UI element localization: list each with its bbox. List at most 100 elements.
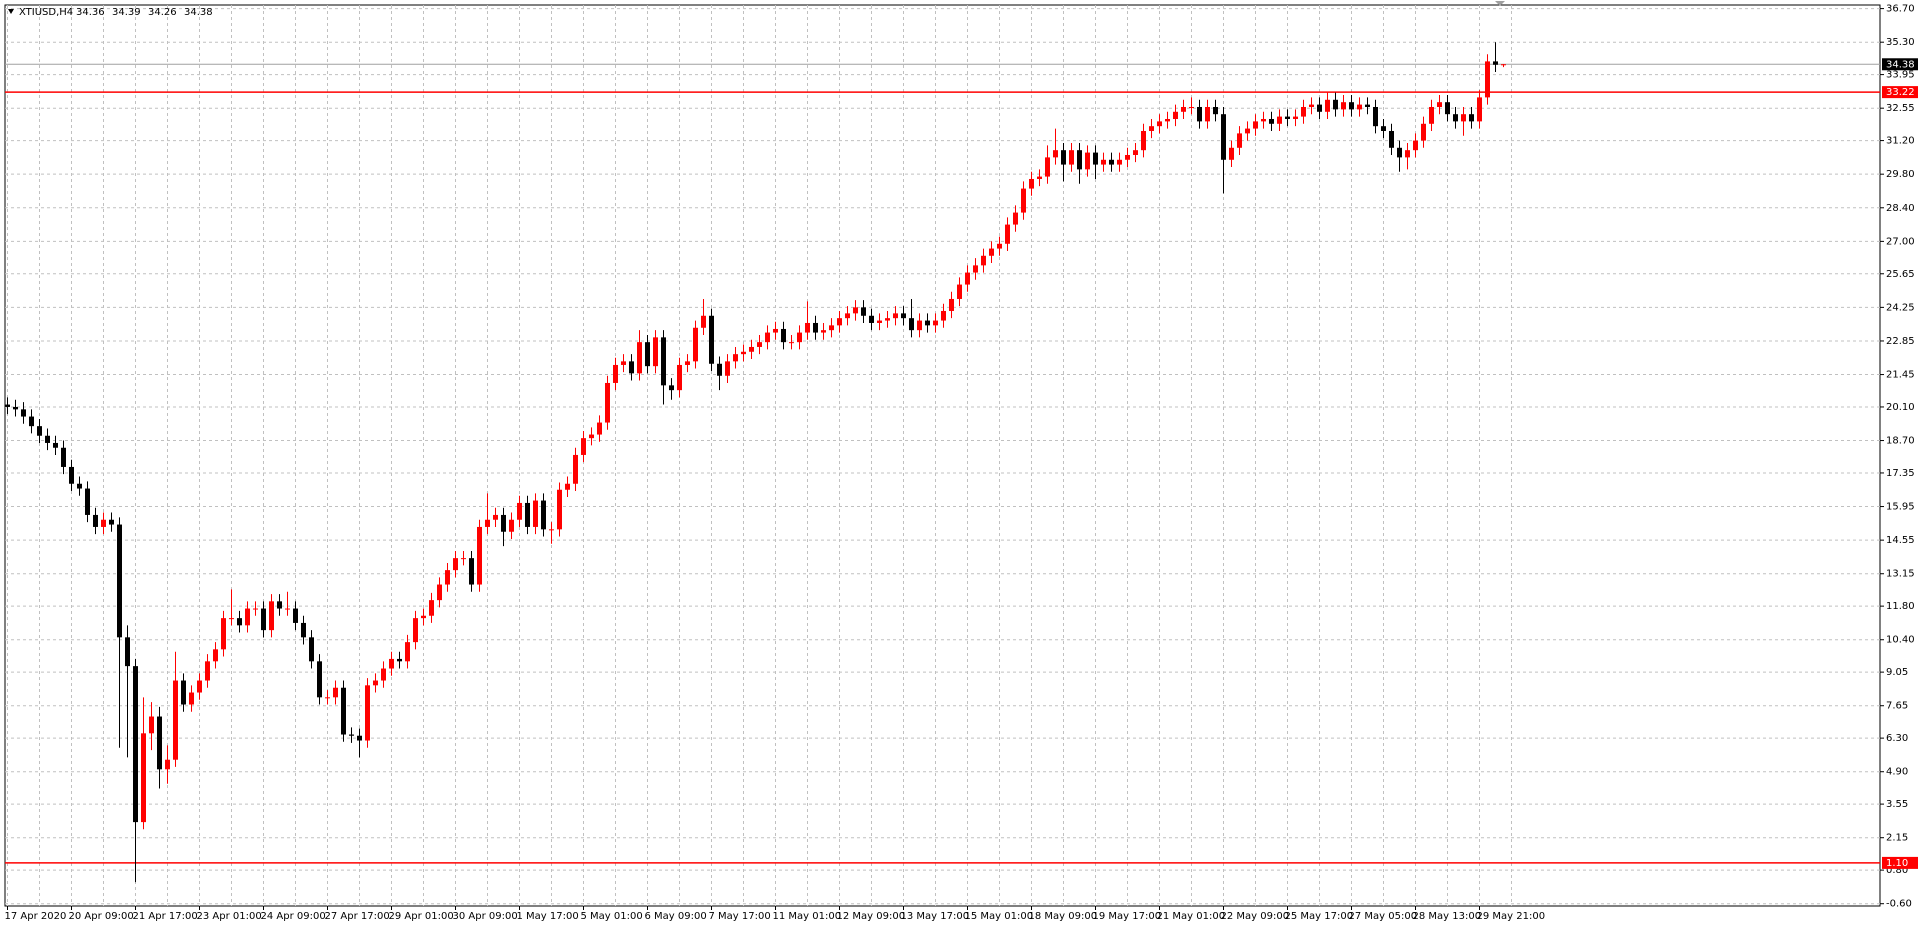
candle-body bbox=[557, 489, 562, 530]
candle-body bbox=[157, 716, 162, 770]
candle-body bbox=[1461, 114, 1466, 122]
candle-body bbox=[197, 680, 202, 693]
candle-body bbox=[509, 519, 514, 532]
candle-body bbox=[165, 759, 170, 770]
y-tick-label: 7.65 bbox=[1886, 701, 1908, 712]
y-tick-label: 18.70 bbox=[1886, 436, 1915, 447]
y-tick-label: 10.40 bbox=[1886, 635, 1915, 646]
candle-body bbox=[389, 658, 394, 669]
candle-body bbox=[765, 332, 770, 343]
header: XTIUSD,H4 34.36 34.39 34.26 34.38 bbox=[8, 7, 213, 18]
y-tick-label: 36.70 bbox=[1886, 4, 1915, 15]
candle-body bbox=[1157, 121, 1162, 127]
candle-body bbox=[533, 500, 538, 527]
candle-body bbox=[1093, 152, 1098, 165]
candle-body bbox=[341, 687, 346, 735]
candle-body bbox=[813, 322, 818, 333]
candle-body bbox=[653, 337, 658, 367]
chart-shift-marker[interactable] bbox=[1495, 1, 1505, 6]
candle-body bbox=[1317, 104, 1322, 112]
candle-body bbox=[917, 320, 922, 331]
y-tick-label: 28.40 bbox=[1886, 203, 1915, 214]
candle-body bbox=[1405, 150, 1410, 158]
candle-body bbox=[1205, 106, 1210, 122]
candle-body bbox=[101, 519, 106, 527]
candle-body bbox=[421, 615, 426, 619]
y-tick-label: 25.65 bbox=[1886, 269, 1915, 280]
candle-body bbox=[757, 342, 762, 347]
candle-body bbox=[1381, 126, 1386, 131]
y-tick-label: 31.20 bbox=[1886, 136, 1915, 147]
candles bbox=[5, 42, 1880, 883]
candle-body bbox=[205, 661, 210, 681]
candle-body bbox=[1013, 212, 1018, 225]
candle-body bbox=[541, 500, 546, 530]
x-tick-label: 19 May 17:00 bbox=[1093, 911, 1162, 922]
y-tick-label: 13.15 bbox=[1886, 569, 1915, 580]
symbol: XTIUSD,H4 bbox=[19, 7, 73, 18]
price-label: 33.22 bbox=[1886, 87, 1915, 98]
candle-body bbox=[125, 637, 130, 667]
candle-body bbox=[861, 307, 866, 316]
candle-body bbox=[709, 315, 714, 364]
candle-body bbox=[77, 483, 82, 489]
candle-body bbox=[1341, 102, 1346, 110]
candle-body bbox=[469, 558, 474, 585]
y-tick-label: 22.85 bbox=[1886, 336, 1915, 347]
candle-body bbox=[181, 680, 186, 705]
y-tick-label: 21.45 bbox=[1886, 370, 1915, 381]
candle-body bbox=[1397, 147, 1402, 158]
y-tick-label: 4.90 bbox=[1886, 767, 1908, 778]
candle-body bbox=[869, 315, 874, 323]
candle-body bbox=[133, 666, 138, 823]
price-label-bg bbox=[1882, 86, 1918, 99]
candle-body bbox=[453, 558, 458, 571]
candle-body bbox=[1077, 150, 1082, 170]
x-tick-label: 29 Apr 01:00 bbox=[389, 911, 454, 922]
candle-body bbox=[821, 330, 826, 333]
candle-body bbox=[949, 298, 954, 311]
y-tick-label: 17.35 bbox=[1886, 468, 1915, 479]
candle-body bbox=[229, 618, 234, 620]
candle-body bbox=[45, 435, 50, 443]
candle-body bbox=[589, 434, 594, 439]
candle-body bbox=[741, 351, 746, 355]
candle-body bbox=[629, 361, 634, 374]
x-tick-label: 11 May 01:00 bbox=[773, 911, 842, 922]
bid-label-bg bbox=[1882, 58, 1918, 71]
candle-body bbox=[1141, 130, 1146, 151]
candle-body bbox=[877, 320, 882, 323]
candle-body bbox=[1189, 106, 1194, 108]
candle-body bbox=[885, 318, 890, 321]
candle-body bbox=[901, 313, 906, 319]
candle-body bbox=[293, 608, 298, 623]
menu-arrow[interactable] bbox=[8, 9, 14, 14]
candle-body bbox=[661, 337, 666, 386]
y-tick-label: 27.00 bbox=[1886, 236, 1915, 247]
candle-body bbox=[565, 483, 570, 490]
candle-body bbox=[989, 248, 994, 256]
candle-body bbox=[37, 426, 42, 436]
candle-body bbox=[189, 692, 194, 705]
x-tick-label: 24 Apr 09:00 bbox=[261, 911, 326, 922]
candle-body bbox=[93, 514, 98, 527]
y-tick-label: 24.25 bbox=[1886, 302, 1915, 313]
candle-body bbox=[941, 310, 946, 321]
candle-body bbox=[781, 328, 786, 343]
candle-body bbox=[445, 570, 450, 585]
candle-body bbox=[701, 315, 706, 328]
candle-body bbox=[213, 649, 218, 662]
candle-body bbox=[693, 327, 698, 362]
candle-body bbox=[1485, 61, 1490, 98]
candle-body bbox=[301, 622, 306, 638]
bid-label: 34.38 bbox=[1886, 59, 1915, 70]
x-tick-label: 13 May 17:00 bbox=[901, 911, 970, 922]
price-label-bg bbox=[1882, 856, 1918, 869]
y-tick-label: 14.55 bbox=[1886, 535, 1915, 546]
candle-body bbox=[1493, 61, 1498, 65]
candle-body bbox=[261, 608, 266, 631]
candle-body bbox=[1269, 118, 1274, 124]
candle-body bbox=[381, 668, 386, 681]
y-tick-label: 15.95 bbox=[1886, 502, 1915, 513]
